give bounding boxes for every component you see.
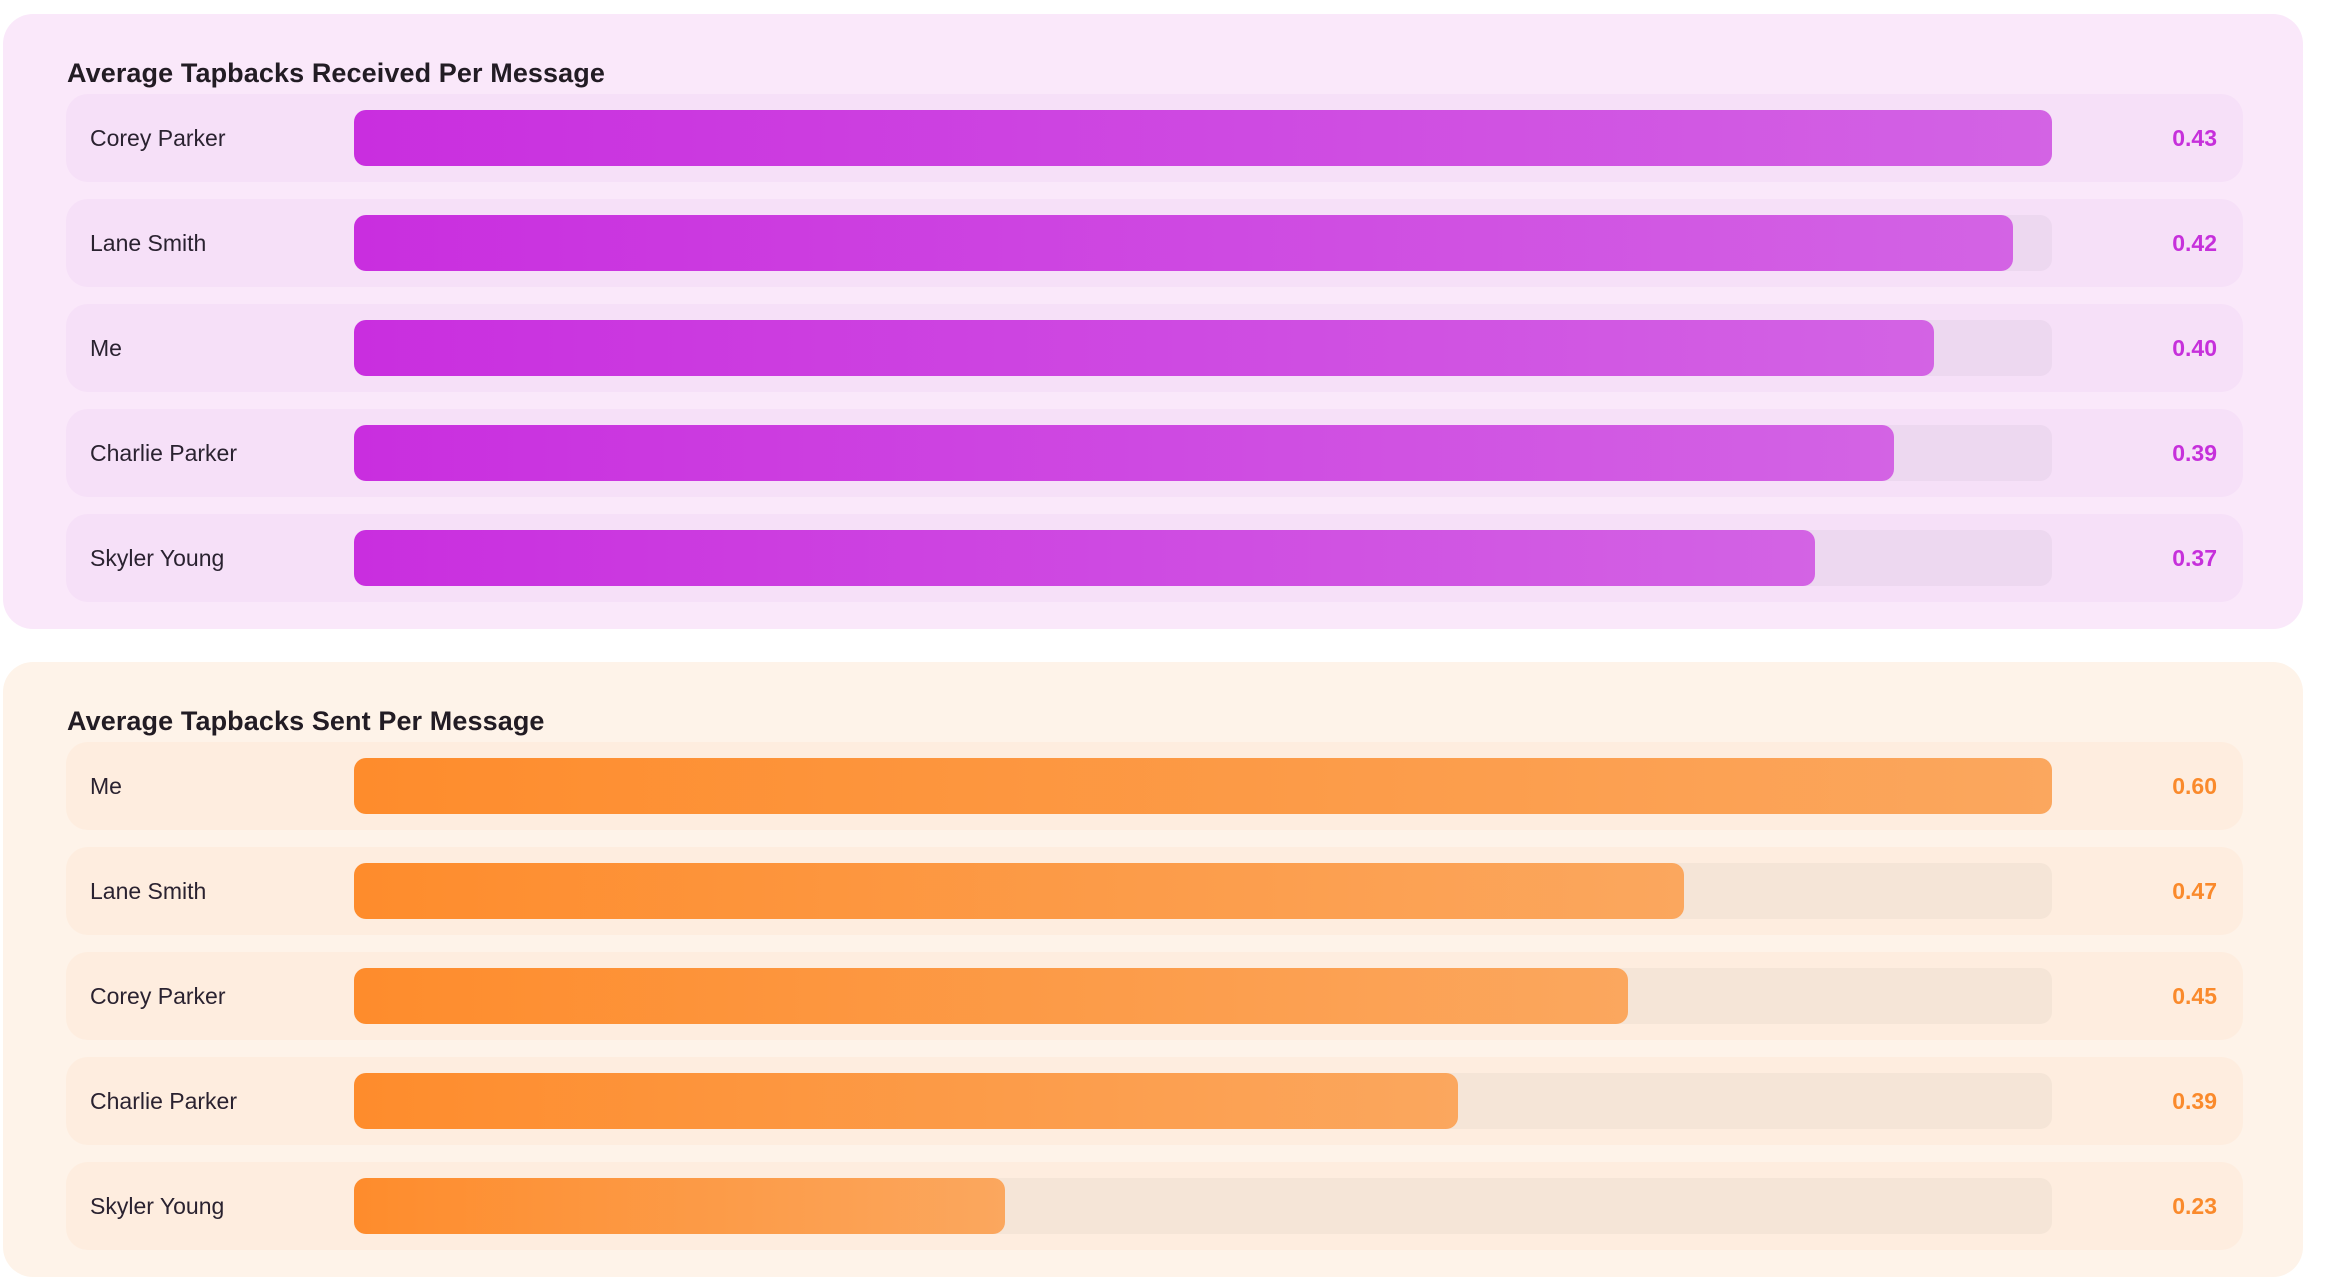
bar-label: Charlie Parker [90,440,237,466]
bar-row: Corey Parker 0.45 [66,952,2243,1040]
bar-value-label: 0.47 [2172,878,2217,904]
bar [354,530,1816,586]
bar [354,1073,1458,1129]
bar-track [354,758,2052,814]
bar-track [354,215,2052,271]
bar [354,110,2052,166]
received-chart-rows: Corey Parker 0.43 Lane Smith 0.42 Me 0.40 Char… [66,94,2243,619]
bar-track [354,425,2052,481]
bar-label: Me [90,773,122,799]
bar-label: Skyler Young [90,1193,225,1219]
bar-value-label: 0.39 [2172,440,2217,466]
bar-row: Charlie Parker 0.39 [66,1057,2243,1145]
bar-track [354,1073,2052,1129]
bar-value-label: 0.40 [2172,335,2217,361]
bar [354,320,1934,376]
bar-row: Corey Parker 0.43 [66,94,2243,182]
bar-value-label: 0.23 [2172,1193,2217,1219]
bar-value-label: 0.37 [2172,545,2217,571]
bar-track [354,530,2052,586]
bar-label: Lane Smith [90,230,207,256]
bar-row: Skyler Young 0.37 [66,514,2243,602]
bar-label: Corey Parker [90,125,226,151]
bar-track [354,110,2052,166]
received-chart-title: Average Tapbacks Received Per Message [67,58,605,88]
bar-value-label: 0.45 [2172,983,2217,1009]
bar [354,863,1685,919]
bar [354,215,2013,271]
bar [354,425,1895,481]
bar-track [354,320,2052,376]
bar-value-label: 0.42 [2172,230,2217,256]
sent-chart-rows: Me 0.60 Lane Smith 0.47 Corey Parker 0.45 Char… [66,742,2243,1267]
bar [354,968,1628,1024]
bar-track [354,863,2052,919]
bar-value-label: 0.39 [2172,1088,2217,1114]
bar-row: Charlie Parker 0.39 [66,409,2243,497]
bar [354,758,2052,814]
bar-label: Charlie Parker [90,1088,237,1114]
bar-row: Me 0.60 [66,742,2243,830]
bar-track [354,1178,2052,1234]
bar-label: Skyler Young [90,545,225,571]
bar-row: Lane Smith 0.42 [66,199,2243,287]
sent-chart-title: Average Tapbacks Sent Per Message [67,706,545,736]
bar-row: Lane Smith 0.47 [66,847,2243,935]
received-chart-card: Average Tapbacks Received Per Message Co… [3,14,2303,629]
bar-row: Skyler Young 0.23 [66,1162,2243,1250]
bar-label: Corey Parker [90,983,226,1009]
bar [354,1178,1005,1234]
bar-label: Lane Smith [90,878,207,904]
bar-track [354,968,2052,1024]
bar-row: Me 0.40 [66,304,2243,392]
bar-value-label: 0.43 [2172,125,2217,151]
bar-value-label: 0.60 [2172,773,2217,799]
bar-label: Me [90,335,122,361]
sent-chart-card: Average Tapbacks Sent Per Message Me 0.60… [3,662,2303,1277]
